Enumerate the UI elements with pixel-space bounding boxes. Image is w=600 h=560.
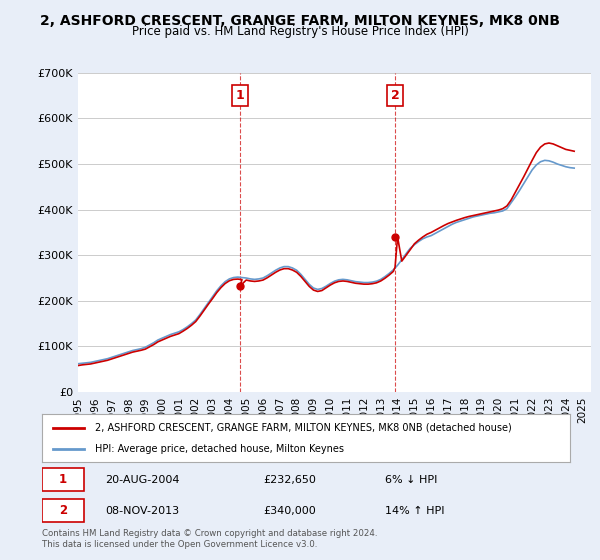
Text: 2, ASHFORD CRESCENT, GRANGE FARM, MILTON KEYNES, MK8 0NB (detached house): 2, ASHFORD CRESCENT, GRANGE FARM, MILTON… xyxy=(95,423,512,433)
Text: 2: 2 xyxy=(59,504,67,517)
Text: 2: 2 xyxy=(391,89,400,102)
Text: HPI: Average price, detached house, Milton Keynes: HPI: Average price, detached house, Milt… xyxy=(95,444,344,454)
FancyBboxPatch shape xyxy=(42,500,84,522)
Text: 2, ASHFORD CRESCENT, GRANGE FARM, MILTON KEYNES, MK8 0NB: 2, ASHFORD CRESCENT, GRANGE FARM, MILTON… xyxy=(40,14,560,28)
Text: 20-AUG-2004: 20-AUG-2004 xyxy=(106,475,180,485)
Text: Contains HM Land Registry data © Crown copyright and database right 2024.
This d: Contains HM Land Registry data © Crown c… xyxy=(42,529,377,549)
FancyBboxPatch shape xyxy=(42,469,84,491)
Text: £340,000: £340,000 xyxy=(264,506,317,516)
Text: 1: 1 xyxy=(236,89,245,102)
Text: 1: 1 xyxy=(59,473,67,487)
Text: Price paid vs. HM Land Registry's House Price Index (HPI): Price paid vs. HM Land Registry's House … xyxy=(131,25,469,38)
Text: 6% ↓ HPI: 6% ↓ HPI xyxy=(385,475,437,485)
Text: 14% ↑ HPI: 14% ↑ HPI xyxy=(385,506,445,516)
Text: 08-NOV-2013: 08-NOV-2013 xyxy=(106,506,179,516)
Text: £232,650: £232,650 xyxy=(264,475,317,485)
